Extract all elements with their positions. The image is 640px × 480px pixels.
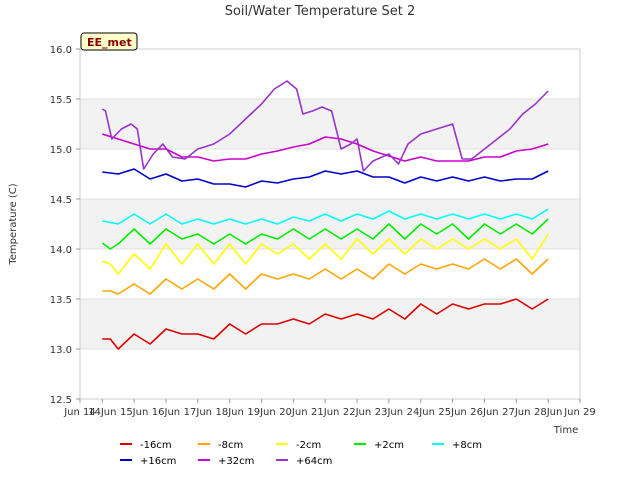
legend-label: +32cm (218, 456, 254, 467)
x-tick-label: 22Jun (343, 407, 371, 418)
grid-band (80, 299, 580, 349)
y-tick-label: 13.5 (50, 295, 72, 306)
y-tick-label: 14.0 (50, 245, 72, 256)
chart-title: Soil/Water Temperature Set 2 (225, 4, 416, 19)
y-tick-label: 13.0 (50, 345, 72, 356)
y-axis: 12.5 13.0 13.5 14.0 14.5 15.0 15.5 16.0 (50, 45, 80, 406)
y-tick-label: 15.0 (50, 145, 72, 156)
x-tick-label: 15Jun (120, 407, 148, 418)
x-tick-label: 16Jun (152, 407, 180, 418)
grid-band (80, 99, 580, 149)
y-tick-label: 12.5 (50, 395, 72, 406)
y-tick-label: 15.5 (50, 95, 72, 106)
series-line-minus8cm (102, 258, 549, 295)
grid-band (80, 349, 580, 399)
legend-label: +2cm (374, 440, 404, 451)
legend-label: -8cm (218, 440, 243, 451)
y-tick-label: 16.0 (50, 45, 72, 56)
x-tick-label: 18Jun (216, 407, 244, 418)
grid-band (80, 149, 580, 199)
site-label-text: EE_met (87, 36, 132, 49)
legend-label: -16cm (140, 440, 172, 451)
x-tick-label: 21Jun (311, 407, 339, 418)
plot-frame (79, 48, 581, 400)
x-tick-label: 19Jun (247, 407, 275, 418)
legend-label: +16cm (140, 456, 176, 467)
series-line-plus16cm (102, 168, 549, 188)
x-tick-label: 25Jun (438, 407, 466, 418)
legend: -16cm -8cm -2cm +2cm +8cm +16cm +32cm +64cm (120, 440, 482, 467)
series-line-plus8cm (102, 208, 549, 225)
y-axis-label: Temperature (C) (8, 183, 19, 265)
series-line-minus2cm (102, 233, 549, 275)
legend-label: +64cm (296, 456, 332, 467)
x-tick-label: Jun 29 (563, 407, 596, 418)
y-tick-label: 14.5 (50, 195, 72, 206)
series-lines (101, 80, 549, 350)
x-tick-label: 28Jun (534, 407, 562, 418)
grid-band (80, 199, 580, 249)
site-label-box: EE_met (80, 32, 138, 51)
x-tick-label: Jun 14 (63, 407, 96, 418)
legend-label: +8cm (452, 440, 482, 451)
series-line-plus32cm (102, 133, 549, 162)
x-axis-label: Time (553, 425, 578, 436)
plot-background-bands (80, 49, 580, 399)
x-tick-label: 14Jun (88, 407, 116, 418)
x-tick-label: 26Jun (470, 407, 498, 418)
x-tick-label: 27Jun (502, 407, 530, 418)
legend-label: -2cm (296, 440, 321, 451)
plot-border (79, 48, 581, 400)
grid-band (80, 249, 580, 299)
series-line-plus64cm (101, 80, 549, 172)
x-tick-label: 20Jun (279, 407, 307, 418)
x-tick-label: 17Jun (184, 407, 212, 418)
x-tick-label: 24Jun (407, 407, 435, 418)
series-line-minus16cm (102, 298, 549, 350)
series-line-plus2cm (101, 218, 549, 250)
x-tick-label: 23Jun (375, 407, 403, 418)
grid-band (80, 49, 580, 99)
